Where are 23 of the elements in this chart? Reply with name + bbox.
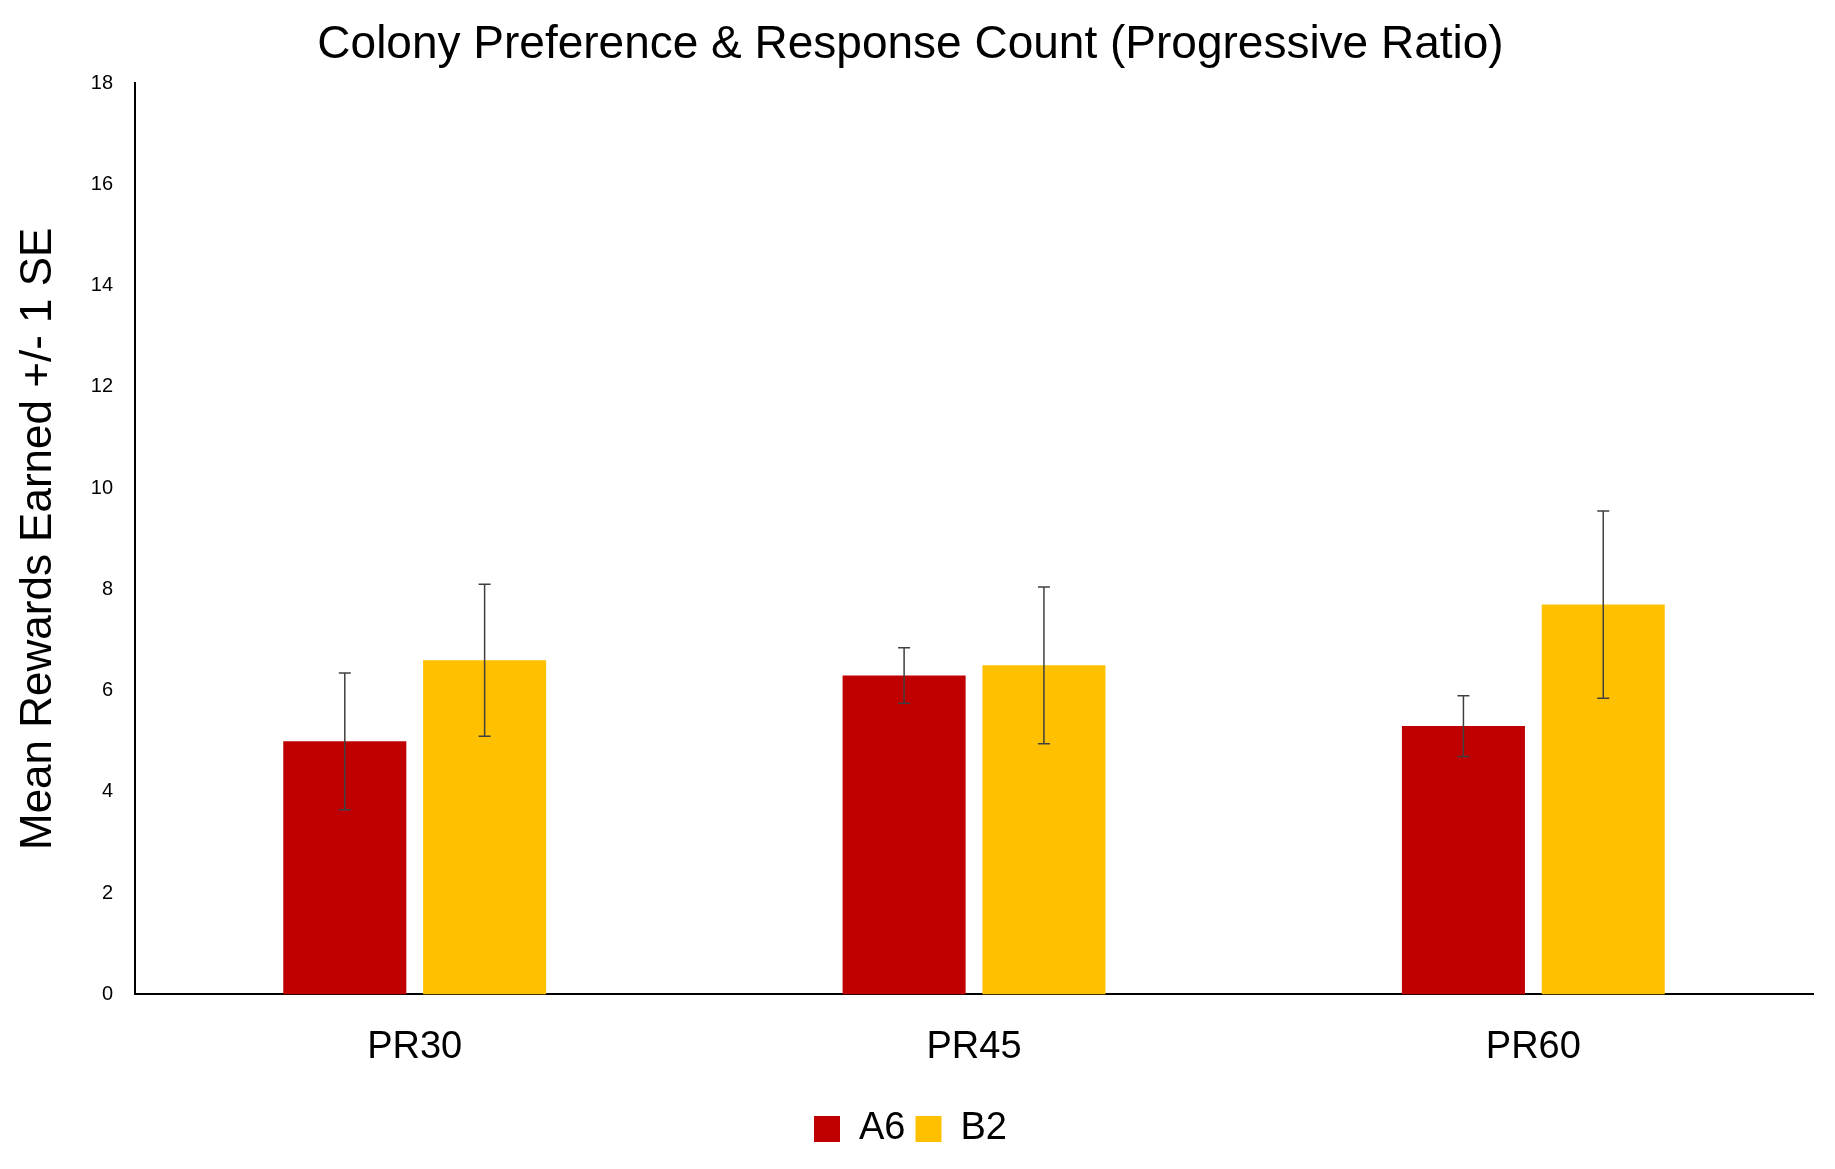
legend-label: B2 [960, 1105, 1007, 1148]
y-tick-label: 0 [101, 981, 114, 1004]
y-axis-title: Mean Rewards Earned +/- 1 SE [10, 227, 60, 851]
bar [982, 665, 1106, 995]
x-tick-label: PR60 [1485, 1023, 1581, 1066]
y-tick-label: 2 [101, 880, 114, 903]
bar [842, 675, 966, 995]
y-tick-label: 10 [90, 475, 114, 498]
bar [1541, 604, 1665, 995]
bar [423, 660, 547, 995]
y-tick-label: 6 [101, 678, 114, 701]
y-tick-label: 4 [101, 779, 114, 802]
y-tick-label: 12 [90, 374, 114, 397]
x-tick-label: PR45 [926, 1023, 1022, 1066]
bar [283, 741, 407, 995]
y-tick-label: 16 [90, 171, 114, 194]
y-tick-label: 14 [90, 273, 114, 296]
chart-title: Colony Preference & Response Count (Progressive Ratio) [317, 16, 1504, 69]
legend-label: A6 [859, 1105, 906, 1148]
bar [1401, 726, 1525, 995]
x-tick-label: PR30 [367, 1023, 463, 1066]
y-tick-label: 18 [90, 70, 114, 93]
y-tick-label: 8 [101, 576, 114, 599]
